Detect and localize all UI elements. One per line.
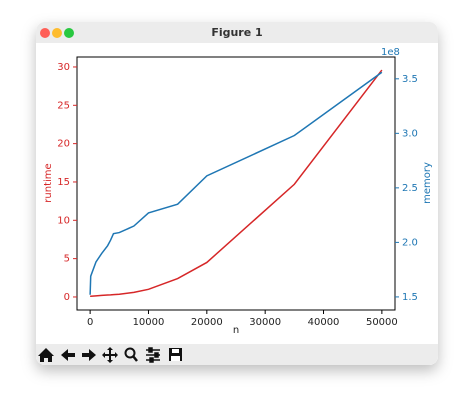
y2-tick-label: 2.0 [402, 237, 418, 248]
toolbar [36, 344, 438, 365]
line-series [90, 69, 383, 297]
line-series [89, 71, 383, 295]
y-tick-label: 25 [57, 100, 70, 111]
y-tick-label: 10 [57, 215, 70, 226]
y2-axis-label: memory [422, 162, 433, 204]
x-tick-label: 40000 [308, 317, 340, 328]
save-button[interactable] [169, 348, 182, 361]
y-tick-label: 30 [57, 62, 70, 73]
x-axis-label: n [233, 325, 239, 336]
y2-tick-label: 3.0 [402, 128, 418, 139]
home-button[interactable] [38, 348, 54, 362]
configure-button[interactable] [146, 347, 160, 363]
y-tick-label: 0 [64, 292, 70, 303]
x-tick-label: 30000 [249, 317, 281, 328]
x-tick-label: 10000 [133, 317, 165, 328]
y2-tick-label: 2.5 [402, 183, 418, 194]
y-tick-label: 5 [64, 254, 70, 265]
x-tick-label: 20000 [191, 317, 223, 328]
window-title: Figure 1 [211, 26, 262, 39]
toolbar-buttons [38, 347, 182, 363]
zoom-button[interactable] [64, 28, 74, 38]
y-tick-label: 15 [57, 177, 70, 188]
y2-tick-label: 3.5 [402, 74, 418, 85]
x-tick-label: 50000 [366, 317, 398, 328]
y-tick-label: 20 [57, 139, 70, 150]
y2-offset-label: 1e8 [381, 47, 400, 58]
x-tick-label: 0 [87, 317, 93, 328]
pan-button[interactable] [102, 347, 118, 363]
back-button[interactable] [61, 349, 75, 361]
zoom-rect-button[interactable] [124, 347, 138, 362]
minimize-button[interactable] [52, 28, 62, 38]
y-axis-label: runtime [43, 163, 54, 202]
title-bar [36, 22, 438, 43]
close-button[interactable] [40, 28, 50, 38]
axes-frame [76, 56, 396, 311]
window [36, 22, 438, 365]
y2-tick-label: 1.5 [402, 292, 418, 303]
plot: n runtime memory 1e8 0 10000 20000 30000 400… [43, 47, 433, 336]
forward-button[interactable] [82, 349, 96, 361]
